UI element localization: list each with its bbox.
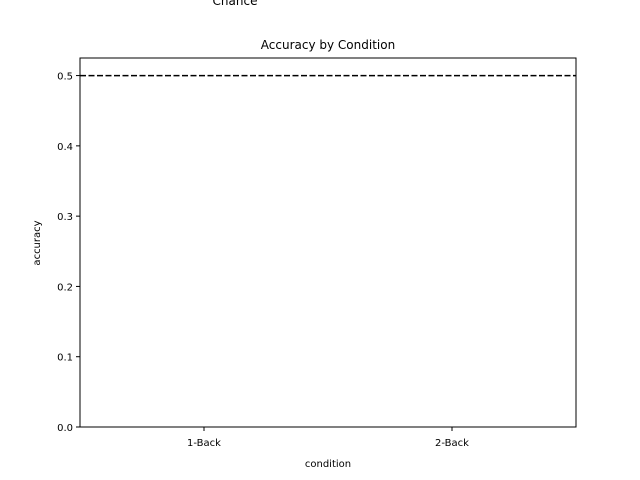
chart-title: Accuracy by Condition: [261, 38, 395, 52]
x-axis-ticks: 1-Back 2-Back: [187, 427, 469, 449]
y-tick-label: 0.4: [57, 142, 73, 153]
x-tick-label: 1-Back: [187, 438, 221, 449]
y-tick-label: 0.0: [57, 423, 73, 434]
y-axis-label: accuracy: [32, 220, 43, 265]
y-axis-ticks: 0.0 0.1 0.2 0.3 0.4 0.5: [57, 72, 80, 434]
x-tick-label: 2-Back: [435, 438, 469, 449]
y-tick-label: 0.2: [57, 282, 73, 293]
y-tick-label: 0.1: [57, 353, 73, 364]
plot-frame: [79, 57, 577, 428]
y-tick-label: 0.3: [57, 212, 73, 223]
y-tick-label: 0.5: [57, 72, 73, 83]
chance-annotation: Chance: [213, 0, 258, 8]
x-axis-label: condition: [305, 459, 351, 470]
